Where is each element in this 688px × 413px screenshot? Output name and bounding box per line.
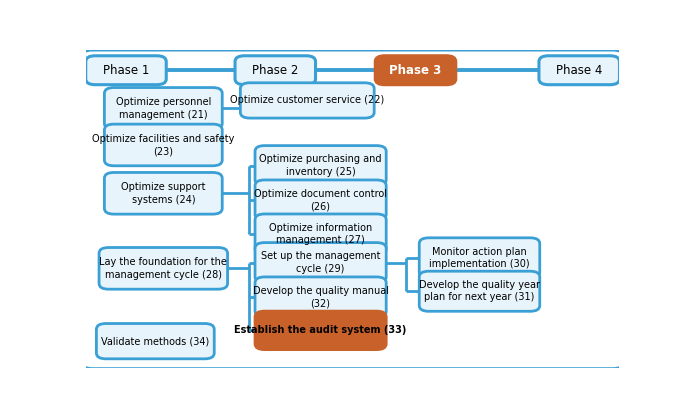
Text: Monitor action plan
implementation (30): Monitor action plan implementation (30) bbox=[429, 247, 530, 269]
Text: Develop the quality manual
(32): Develop the quality manual (32) bbox=[252, 286, 389, 308]
Text: Optimize support
systems (24): Optimize support systems (24) bbox=[121, 182, 206, 204]
FancyBboxPatch shape bbox=[240, 83, 374, 118]
Text: Optimize customer service (22): Optimize customer service (22) bbox=[230, 95, 385, 105]
FancyBboxPatch shape bbox=[419, 238, 540, 278]
FancyBboxPatch shape bbox=[255, 311, 386, 349]
FancyBboxPatch shape bbox=[105, 173, 222, 214]
Text: Optimize information
management (27): Optimize information management (27) bbox=[269, 223, 372, 245]
Text: Optimize purchasing and
inventory (25): Optimize purchasing and inventory (25) bbox=[259, 154, 382, 177]
Text: Set up the management
cycle (29): Set up the management cycle (29) bbox=[261, 252, 380, 274]
FancyBboxPatch shape bbox=[539, 56, 619, 85]
FancyBboxPatch shape bbox=[82, 50, 623, 369]
Text: Optimize facilities and safety
(23): Optimize facilities and safety (23) bbox=[92, 134, 235, 156]
FancyBboxPatch shape bbox=[419, 271, 540, 311]
FancyBboxPatch shape bbox=[105, 88, 222, 129]
FancyBboxPatch shape bbox=[99, 247, 228, 289]
FancyBboxPatch shape bbox=[255, 277, 386, 317]
Text: Validate methods (34): Validate methods (34) bbox=[101, 336, 209, 346]
Text: Develop the quality year
plan for next year (31): Develop the quality year plan for next y… bbox=[419, 280, 540, 302]
Text: Phase 3: Phase 3 bbox=[389, 64, 442, 77]
FancyBboxPatch shape bbox=[96, 323, 214, 359]
FancyBboxPatch shape bbox=[375, 56, 455, 85]
FancyBboxPatch shape bbox=[255, 180, 386, 220]
Text: Phase 2: Phase 2 bbox=[252, 64, 299, 77]
Text: Phase 1: Phase 1 bbox=[103, 64, 149, 77]
FancyBboxPatch shape bbox=[255, 242, 386, 282]
Text: Lay the foundation for the
management cycle (28): Lay the foundation for the management cy… bbox=[99, 257, 227, 280]
Text: Optimize document control
(26): Optimize document control (26) bbox=[254, 189, 387, 211]
FancyBboxPatch shape bbox=[255, 146, 386, 186]
FancyBboxPatch shape bbox=[255, 214, 386, 254]
FancyBboxPatch shape bbox=[235, 56, 316, 85]
Text: Establish the audit system (33): Establish the audit system (33) bbox=[235, 325, 407, 335]
Text: Optimize personnel
management (21): Optimize personnel management (21) bbox=[116, 97, 211, 120]
Text: Phase 4: Phase 4 bbox=[556, 64, 603, 77]
FancyBboxPatch shape bbox=[86, 56, 166, 85]
FancyBboxPatch shape bbox=[105, 124, 222, 166]
